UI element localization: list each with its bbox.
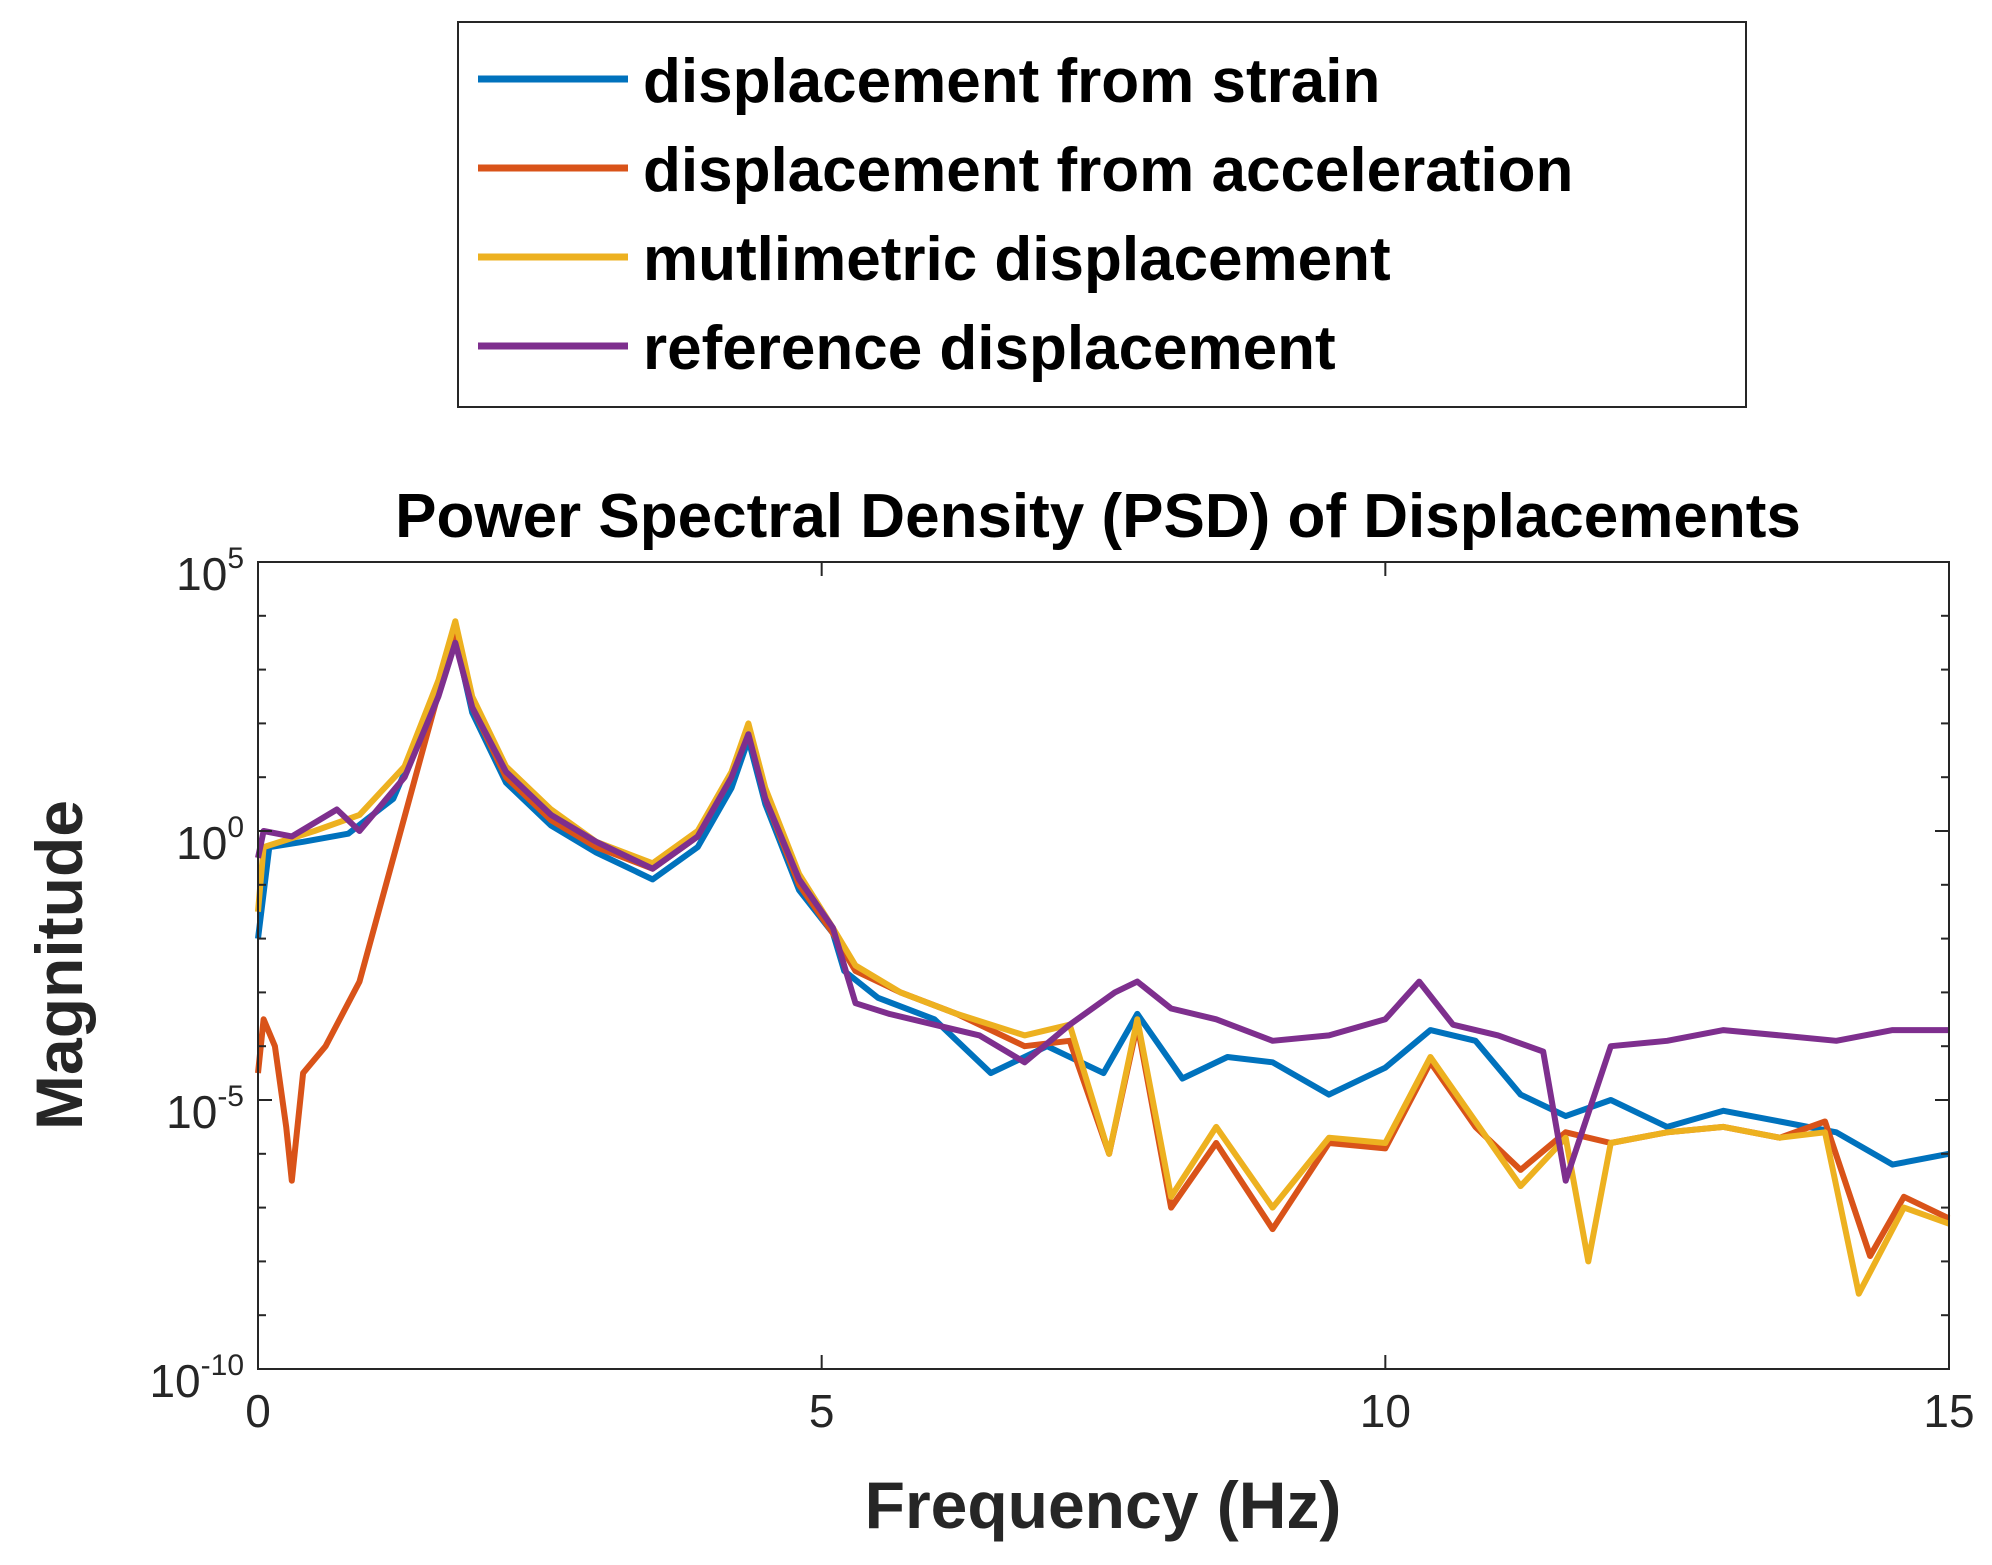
chart-title: Power Spectral Density (PSD) of Displace… — [395, 482, 1801, 551]
y-tick-label-2: 10-5 — [166, 1080, 244, 1138]
series-line-1 — [255, 634, 1950, 1168]
legend-label-acceleration: displacement from acceleration — [643, 136, 1573, 205]
y-axis-title: Magnitude — [22, 800, 96, 1130]
legend: displacement from strain displacement fr… — [457, 21, 1747, 408]
y-tick-label-0: 105 — [176, 542, 244, 600]
tick-layer: 0 5 10 15 105 100 10-5 10-10 — [149, 542, 1974, 1437]
x-tick-label-1: 5 — [809, 1385, 835, 1437]
series-line-3 — [255, 618, 1951, 1297]
x-axis-title: Frequency (Hz) — [865, 1468, 1342, 1542]
series-line-2 — [255, 628, 1951, 1259]
legend-label-reference: reference displacement — [643, 314, 1336, 383]
y-tick-label-1: 100 — [176, 811, 244, 869]
x-tick-label-2: 10 — [1360, 1385, 1411, 1437]
series-line-4 — [255, 639, 1949, 1184]
plot-frame — [257, 561, 1950, 1370]
x-tick-label-3: 15 — [1923, 1385, 1974, 1437]
y-tick-label-3: 10-10 — [149, 1349, 244, 1407]
series-layer — [255, 618, 1951, 1297]
x-tick-label-0: 0 — [245, 1385, 271, 1437]
legend-label-strain: displacement from strain — [643, 47, 1380, 116]
legend-label-multimetric: mutlimetric displacement — [643, 225, 1391, 294]
legend-box — [457, 21, 1747, 408]
